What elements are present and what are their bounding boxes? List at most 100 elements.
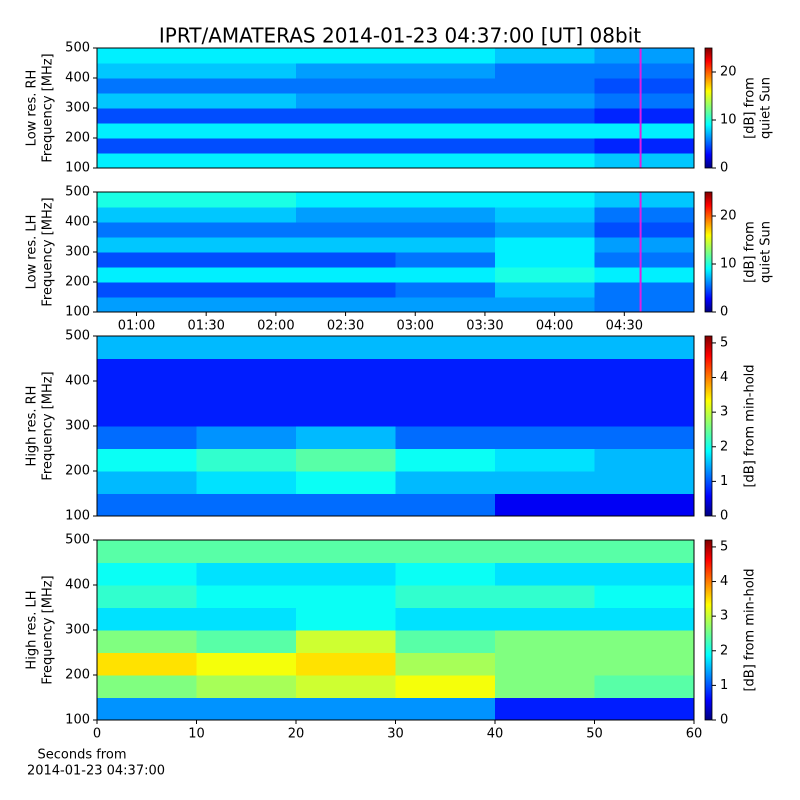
heatmap-cell xyxy=(296,48,396,64)
heatmap-cell xyxy=(495,153,595,169)
colorbar-label: quiet Sun xyxy=(759,77,774,139)
heatmap-cell xyxy=(395,493,496,517)
heatmap-cell xyxy=(395,630,496,653)
heatmap-cell xyxy=(395,403,496,427)
heatmap-cell xyxy=(196,138,297,154)
y-tick-label: 500 xyxy=(65,41,90,56)
heatmap-cell xyxy=(594,336,695,359)
heatmap-cell xyxy=(395,78,496,94)
heatmap-cell xyxy=(495,471,595,494)
heatmap-cell xyxy=(97,697,197,721)
heatmap-cell xyxy=(495,267,595,283)
heatmap-cell xyxy=(395,222,496,238)
heatmap-cell xyxy=(594,207,695,223)
heatmap-cell xyxy=(495,93,595,109)
heatmap-cell xyxy=(594,282,695,298)
heatmap-cell xyxy=(196,471,297,494)
y-axis-label: Frequency [MHz] xyxy=(41,197,56,306)
heatmap-cell xyxy=(395,282,496,298)
heatmap-cell xyxy=(196,585,297,608)
heatmap-cell xyxy=(495,403,595,427)
colorbar-label: [dB] from min-hold xyxy=(743,364,758,487)
heatmap-cell xyxy=(495,381,595,404)
colorbar-tick-label: 4 xyxy=(720,370,728,385)
y-tick-label: 500 xyxy=(65,185,90,200)
heatmap-cell xyxy=(296,336,396,359)
y-axis-label: High res. LH xyxy=(25,590,40,669)
heatmap-cell xyxy=(196,48,297,64)
y-tick-label: 500 xyxy=(65,329,90,344)
heatmap-cell xyxy=(594,493,695,517)
heatmap-cell xyxy=(594,222,695,238)
heatmap-cell xyxy=(495,562,595,586)
y-tick-label: 400 xyxy=(65,71,90,86)
heatmap-cell xyxy=(296,471,396,494)
y-axis-label: Frequency [MHz] xyxy=(41,371,56,480)
heatmap-cell xyxy=(495,48,595,64)
heatmap-cell xyxy=(495,540,595,563)
title: IPRT/AMATERAS 2014-01-23 04:37:00 [UT] 0… xyxy=(159,24,641,48)
x-tick-label: 01:30 xyxy=(187,319,224,334)
y-tick-label: 200 xyxy=(65,668,90,683)
heatmap-cell xyxy=(495,697,595,721)
colorbar xyxy=(704,335,713,517)
heatmap-cell xyxy=(196,607,297,631)
heatmap-cell xyxy=(495,358,595,382)
heatmap-cell xyxy=(196,153,297,169)
colorbar-tick-label: 0 xyxy=(720,713,728,728)
heatmap-cell xyxy=(296,63,396,79)
heatmap-cell xyxy=(495,448,595,472)
heatmap-cell xyxy=(97,123,197,139)
heatmap-cell xyxy=(594,93,695,109)
heatmap-cell xyxy=(395,252,496,268)
colorbar-label: [dB] from min-hold xyxy=(743,568,758,691)
heatmap-cell xyxy=(594,192,695,208)
heatmap-cell xyxy=(594,403,695,427)
heatmap-cell xyxy=(97,267,197,283)
heatmap-cell xyxy=(196,192,297,208)
colorbar-label: [dB] from xyxy=(743,77,758,139)
heatmap-cell xyxy=(594,562,695,586)
x-tick-label: 10 xyxy=(188,727,205,742)
heatmap-cell xyxy=(495,78,595,94)
y-axis-label: Frequency [MHz] xyxy=(41,575,56,684)
heatmap-cell xyxy=(296,448,396,472)
y-tick-label: 100 xyxy=(65,161,90,176)
heatmap-cell xyxy=(594,358,695,382)
y-axis-label: Frequency [MHz] xyxy=(41,53,56,162)
x-tick-label: 01:00 xyxy=(118,319,155,334)
heatmap-cell xyxy=(296,675,396,698)
heatmap-cell xyxy=(296,192,396,208)
y-axis-label: Low res. LH xyxy=(25,215,40,290)
heatmap-cell xyxy=(594,78,695,94)
y-tick-label: 300 xyxy=(65,101,90,116)
heatmap-cell xyxy=(495,675,595,698)
heatmap-cell xyxy=(196,267,297,283)
heatmap-cell xyxy=(196,697,297,721)
heatmap-cell xyxy=(395,237,496,253)
heatmap-cell xyxy=(97,493,197,517)
y-tick-label: 400 xyxy=(65,215,90,230)
heatmap-cell xyxy=(594,48,695,64)
x-tick-label: 03:30 xyxy=(466,319,503,334)
heatmap-cell xyxy=(296,493,396,517)
heatmap-cell xyxy=(97,448,197,472)
y-tick-label: 300 xyxy=(65,623,90,638)
heatmap-cell xyxy=(594,426,695,449)
heatmap-cell xyxy=(594,630,695,653)
heatmap-cell xyxy=(495,192,595,208)
heatmap-cell xyxy=(196,93,297,109)
heatmap-cell xyxy=(97,138,197,154)
colorbar-tick-label: 10 xyxy=(720,113,737,128)
colorbar xyxy=(704,47,713,169)
colorbar-tick-label: 0 xyxy=(720,509,728,524)
heatmap-cell xyxy=(594,252,695,268)
heatmap-cell xyxy=(395,426,496,449)
heatmap-cell xyxy=(296,562,396,586)
heatmap-cell xyxy=(495,222,595,238)
heatmap-cell xyxy=(594,448,695,472)
heatmap-cell xyxy=(296,630,396,653)
heatmap-cell xyxy=(395,471,496,494)
y-tick-label: 200 xyxy=(65,464,90,479)
